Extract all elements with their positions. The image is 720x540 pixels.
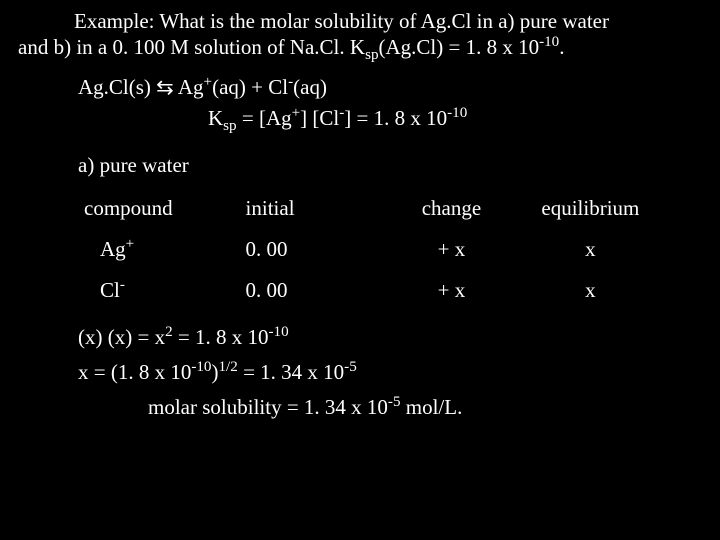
table-row: Cl- 0. 00 + x x bbox=[78, 270, 658, 311]
result-post: mol/L. bbox=[401, 395, 463, 419]
species-cl-base: Cl bbox=[100, 278, 120, 302]
calc1-exp: -10 bbox=[268, 324, 288, 340]
reaction-rhs-ag: Ag bbox=[174, 75, 204, 99]
prompt-line-2: and b) in a 0. 100 M solution of Na.Cl. … bbox=[18, 34, 702, 60]
ag-change: + x bbox=[380, 229, 523, 270]
calc1-pre: (x) (x) = x bbox=[78, 325, 165, 349]
result-pre: molar solubility = 1. 34 x 10 bbox=[148, 395, 388, 419]
ksp-plus: + bbox=[292, 105, 301, 121]
exp-neg10: -10 bbox=[539, 34, 559, 50]
prompt-text-1: Example: What is the molar solubility of… bbox=[74, 9, 609, 33]
ice-table: compound initial change equilibrium Ag+ … bbox=[78, 188, 658, 311]
ag-charge: + bbox=[204, 74, 213, 90]
reaction-lhs: Ag.Cl(s) bbox=[78, 75, 156, 99]
calc2-exp2: -5 bbox=[344, 359, 357, 375]
reaction-aq1: (aq) + Cl bbox=[212, 75, 288, 99]
calc2-half: 1/2 bbox=[219, 359, 238, 375]
calc1-sq: 2 bbox=[165, 324, 173, 340]
calc2-post: = 1. 34 x 10 bbox=[238, 360, 344, 384]
reaction-aq2: (aq) bbox=[293, 75, 327, 99]
ksp-mid2: ] [Cl bbox=[300, 106, 339, 130]
section-a-label: a) pure water bbox=[78, 153, 702, 178]
cl-change: + x bbox=[380, 270, 523, 311]
cl-equilibrium: x bbox=[523, 270, 658, 311]
ag-equilibrium: x bbox=[523, 229, 658, 270]
calc-line-1: (x) (x) = x2 = 1. 8 x 10-10 bbox=[78, 325, 702, 350]
reaction-equation: Ag.Cl(s) ⇆ Ag+(aq) + Cl-(aq) bbox=[78, 75, 702, 100]
calc2-pre: x = (1. 8 x 10 bbox=[78, 360, 191, 384]
prompt-line-1: Example: What is the molar solubility of… bbox=[18, 8, 702, 34]
result-line: molar solubility = 1. 34 x 10-5 mol/L. bbox=[148, 395, 702, 420]
result-exp: -5 bbox=[388, 394, 401, 410]
header-change: change bbox=[380, 188, 523, 229]
ksp-sp: sp bbox=[223, 118, 236, 134]
species-ag: Ag+ bbox=[78, 229, 240, 270]
equilibrium-arrow-icon: ⇆ bbox=[156, 75, 174, 99]
example-prompt: Example: What is the molar solubility of… bbox=[18, 8, 702, 61]
header-compound: compound bbox=[78, 188, 240, 229]
calc2-exp1: -10 bbox=[191, 359, 211, 375]
ksp-expression: Ksp = [Ag+] [Cl-] = 1. 8 x 10-10 bbox=[208, 106, 702, 131]
species-cl-sup: - bbox=[120, 277, 125, 293]
species-ag-base: Ag bbox=[100, 237, 126, 261]
ksp-mid1: = [Ag bbox=[237, 106, 292, 130]
prompt-text-2b: (Ag.Cl) = 1. 8 x 10 bbox=[379, 35, 540, 59]
species-cl: Cl- bbox=[78, 270, 240, 311]
ksp-exp: -10 bbox=[447, 105, 467, 121]
header-equilibrium: equilibrium bbox=[523, 188, 658, 229]
slide-body: Example: What is the molar solubility of… bbox=[0, 0, 720, 428]
ag-initial: 0. 00 bbox=[240, 229, 381, 270]
calc1-mid: = 1. 8 x 10 bbox=[173, 325, 269, 349]
calc-line-2: x = (1. 8 x 10-10)1/2 = 1. 34 x 10-5 bbox=[78, 360, 702, 385]
table-row: Ag+ 0. 00 + x x bbox=[78, 229, 658, 270]
ksp-mid3: ] = 1. 8 x 10 bbox=[344, 106, 447, 130]
cl-initial: 0. 00 bbox=[240, 270, 381, 311]
header-initial: initial bbox=[240, 188, 381, 229]
ksp-K: K bbox=[208, 106, 223, 130]
ksp-subscript: sp bbox=[365, 47, 378, 63]
species-ag-sup: + bbox=[126, 236, 135, 252]
prompt-period: . bbox=[559, 35, 564, 59]
ice-header-row: compound initial change equilibrium bbox=[78, 188, 658, 229]
prompt-text-2a: and b) in a 0. 100 M solution of Na.Cl. … bbox=[18, 35, 365, 59]
calc2-mid: ) bbox=[212, 360, 219, 384]
